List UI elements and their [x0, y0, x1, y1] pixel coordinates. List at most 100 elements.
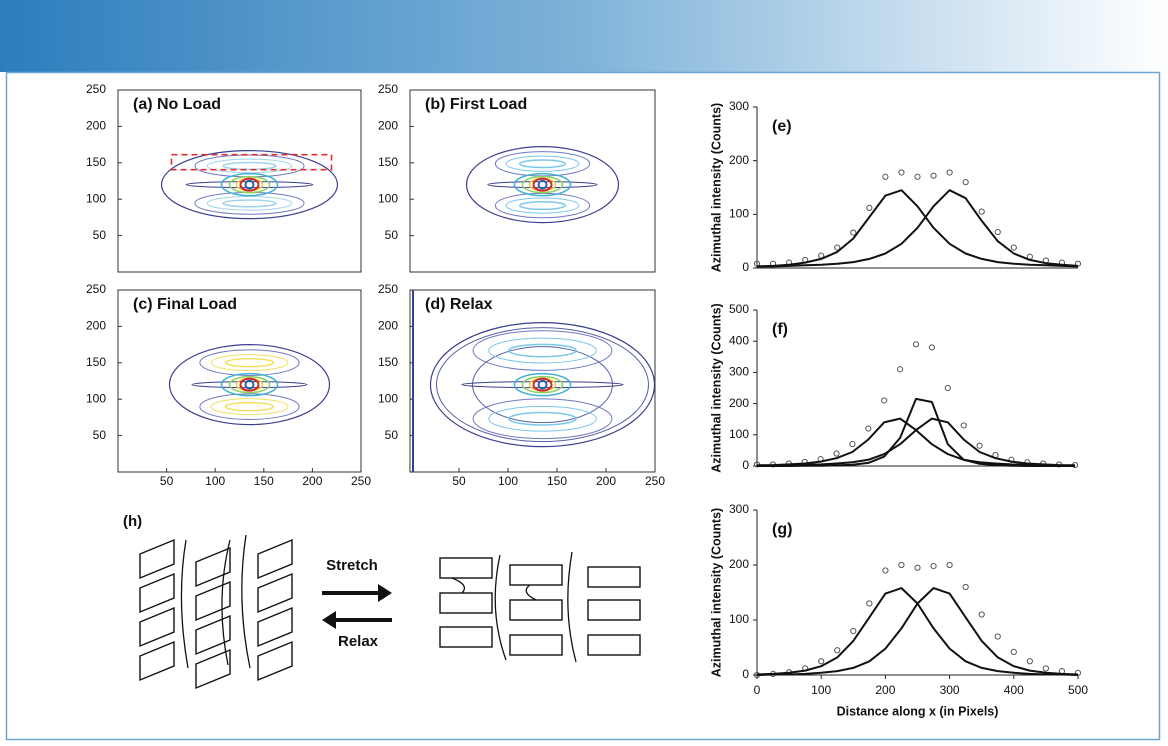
- fit-curve: [757, 397, 1075, 467]
- data-point: [930, 563, 937, 570]
- fit-curve: [756, 417, 1075, 467]
- data-point: [898, 561, 905, 569]
- data-point: [1010, 244, 1017, 251]
- contour-ring: [505, 155, 580, 172]
- contour-ring: [220, 372, 279, 397]
- data-point: [850, 229, 857, 236]
- data-point: [849, 441, 856, 448]
- lamella: [509, 564, 563, 586]
- chain: [180, 539, 189, 669]
- data-point: [865, 425, 872, 432]
- y-tick-label: 50: [93, 228, 107, 242]
- lamella: [587, 634, 641, 656]
- data-point: [978, 208, 985, 215]
- y-tick-label: 200: [378, 119, 398, 133]
- lamella: [439, 592, 493, 614]
- y-tick-label: 300: [729, 99, 749, 113]
- x-tick-label: 250: [351, 474, 371, 488]
- data-point: [994, 228, 1001, 236]
- contour-ring: [199, 393, 300, 420]
- y-tick-label: 400: [729, 333, 749, 347]
- y-tick-label: 300: [729, 502, 749, 516]
- lamella: [587, 599, 641, 621]
- y-tick-label: 150: [378, 355, 398, 369]
- data-point: [946, 561, 953, 569]
- data-point: [850, 627, 857, 635]
- data-point: [833, 450, 840, 457]
- contour-ring: [206, 158, 293, 174]
- data-point: [976, 442, 983, 449]
- x-tick-label: 150: [254, 474, 274, 488]
- contour-ring: [168, 344, 331, 426]
- x-tick-label: 100: [498, 474, 518, 488]
- contour-ring: [206, 196, 293, 211]
- contour-ring: [472, 346, 613, 424]
- contour-ring: [224, 357, 275, 368]
- contour-ring: [513, 172, 572, 197]
- x-tick-label: 150: [547, 474, 567, 488]
- chain: [567, 551, 577, 663]
- y-tick-label: 50: [385, 228, 399, 242]
- fit-curve: [756, 587, 1079, 676]
- y-tick-label: 250: [86, 282, 106, 296]
- y-tick-label: 100: [86, 391, 106, 405]
- x-tick-label: 400: [1004, 683, 1024, 697]
- diagram-label: (h): [123, 513, 142, 530]
- contour-ring: [244, 179, 255, 190]
- y-tick-label: 150: [86, 155, 106, 169]
- contour-ring: [472, 398, 613, 440]
- x-tick-label: 250: [645, 474, 665, 488]
- data-point: [1010, 648, 1017, 656]
- contour-ring: [220, 172, 279, 197]
- fit-curve: [756, 587, 1079, 676]
- fit-curve: [756, 189, 1079, 268]
- contour-ring: [228, 175, 271, 194]
- y-tick-label: 200: [86, 119, 106, 133]
- contour-ring: [508, 343, 577, 358]
- y-tick-label: 100: [729, 427, 749, 441]
- y-tick-label: 0: [742, 260, 749, 274]
- lamella: [195, 546, 231, 588]
- chain: [451, 577, 466, 594]
- contour-ring: [228, 375, 271, 394]
- contour-ring: [521, 175, 564, 194]
- contour-ring: [518, 200, 567, 211]
- header-band: [0, 0, 1168, 72]
- y-tick-label: 250: [378, 282, 398, 296]
- contour-ring: [521, 375, 564, 394]
- panel-title: (g): [772, 521, 792, 538]
- contour-ring: [488, 405, 597, 432]
- x-tick-label: 0: [754, 683, 761, 697]
- data-point: [962, 179, 969, 186]
- lamella: [139, 606, 175, 648]
- data-point: [882, 567, 889, 574]
- data-point: [946, 169, 953, 176]
- data-point: [960, 422, 967, 429]
- data-point: [897, 366, 904, 373]
- chain: [241, 534, 251, 669]
- contour-ring: [429, 322, 656, 448]
- data-point: [881, 397, 888, 404]
- y-tick-label: 200: [729, 153, 749, 167]
- data-point: [1074, 669, 1082, 676]
- contour-ring: [537, 379, 548, 390]
- y-tick-label: 500: [729, 302, 749, 316]
- contour-ring: [222, 199, 277, 208]
- y-tick-label: 100: [378, 391, 398, 405]
- data-point: [914, 564, 921, 571]
- contour-ring: [199, 349, 300, 376]
- contour-ring: [239, 377, 260, 392]
- y-tick-label: 100: [729, 612, 749, 626]
- lamella: [195, 648, 231, 690]
- y-tick-label: 50: [385, 428, 399, 442]
- x-tick-label: 200: [596, 474, 616, 488]
- y-tick-label: 100: [378, 191, 398, 205]
- lamella: [139, 640, 175, 682]
- lamella: [509, 634, 563, 656]
- contour-ring: [532, 377, 553, 392]
- contour-ring: [210, 354, 289, 372]
- x-tick-label: 500: [1068, 683, 1088, 697]
- panel-title: (d) Relax: [425, 296, 493, 313]
- contour-ring: [222, 161, 277, 171]
- y-tick-label: 50: [93, 428, 107, 442]
